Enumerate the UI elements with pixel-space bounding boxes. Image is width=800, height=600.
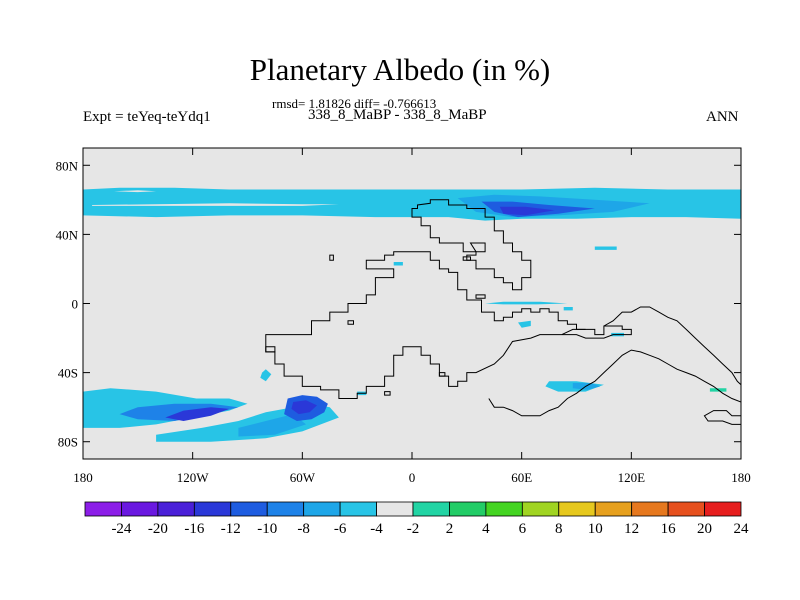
colorbar-label: -4 xyxy=(370,521,383,537)
colorbar-swatch xyxy=(376,501,414,517)
coastline-6 xyxy=(347,320,354,325)
colorbar-swatch xyxy=(230,501,268,517)
contour-far-east-small xyxy=(101,192,120,197)
colorbar-label: -12 xyxy=(221,521,241,537)
coastline-10 xyxy=(384,391,391,396)
lon-tick-label: 60E xyxy=(511,470,532,485)
contour-southern-blob-core xyxy=(291,400,317,415)
experiment-label: Expt = teYeq-teYdq1 xyxy=(83,109,211,125)
contour-southern-lower-core xyxy=(238,414,306,437)
colorbar-swatch xyxy=(303,501,341,517)
contour-equatorial-streak xyxy=(485,301,568,305)
colorbar-label: -2 xyxy=(407,521,420,537)
colorbar-swatch xyxy=(121,501,159,517)
coastline-3 xyxy=(469,242,486,253)
colorbar-swatch xyxy=(704,501,742,517)
colorbar-swatch xyxy=(485,501,523,517)
coastline-0 xyxy=(265,251,632,399)
colorbar-label: -20 xyxy=(148,521,168,537)
lon-tick-label: 60W xyxy=(290,470,316,485)
contour-southern-west-core2 xyxy=(165,407,230,421)
coastline-2 xyxy=(411,199,532,291)
lon-tick-label: 180 xyxy=(73,470,93,485)
lon-tick-label: 180 xyxy=(731,470,751,485)
lat-tick-label: 40S xyxy=(58,366,78,381)
colorbar-label: 8 xyxy=(555,521,563,537)
lat-tick-label: 0 xyxy=(72,297,79,312)
colorbar-swatch xyxy=(449,501,487,517)
colorbar-label: -8 xyxy=(297,521,310,537)
colorbar-label: 4 xyxy=(482,521,490,537)
continent-outlines xyxy=(265,199,741,425)
colorbar-label: -16 xyxy=(184,521,204,537)
contour-mid-east-small xyxy=(393,262,403,266)
contour-asia-small xyxy=(563,307,573,311)
coastline-1 xyxy=(265,346,276,353)
coastline-4 xyxy=(475,294,486,299)
colorbar-swatch xyxy=(339,501,377,517)
coast-line-1 xyxy=(561,328,586,336)
contour-east-pacific-small xyxy=(518,320,531,328)
contour-northern-gap xyxy=(114,190,157,193)
colorbar: -24 -20 -16 -12 -10 -8 -6 -4 -2 2 4 6 8 10 12 16 20 24 xyxy=(84,501,750,537)
colorbar-swatch xyxy=(266,501,305,517)
chart-title: Planetary Albedo (in %) xyxy=(249,52,551,87)
colorbar-swatch xyxy=(594,501,633,517)
contour-sw-small-patch xyxy=(260,369,272,382)
colorbar-swatch xyxy=(412,501,450,517)
lon-tick-label: 120W xyxy=(177,470,210,485)
colorbar-swatch xyxy=(667,501,705,517)
colorbar-swatch xyxy=(558,501,596,517)
coast-line-2 xyxy=(488,349,741,417)
colorbar-label: -10 xyxy=(257,521,277,537)
lon-tick-label: 120E xyxy=(618,470,646,485)
contour-south-atlantic-core xyxy=(572,383,601,390)
lon-tick-label: 0 xyxy=(409,470,416,485)
colorbar-label: 24 xyxy=(734,521,750,537)
axis-ticks: 80N 40N 0 40S 80S 180 120W 60W 0 60E 120E 180 xyxy=(56,148,751,485)
contour-northern-gap2 xyxy=(92,203,339,206)
colorbar-label: -24 xyxy=(111,521,131,537)
colorbar-swatch xyxy=(193,501,232,517)
colorbar-label: 20 xyxy=(697,521,712,537)
contour-hudson-small xyxy=(594,246,617,250)
stats-label: rmsd= 1.81826 diff= -0.766613 xyxy=(272,96,437,111)
season-label: ANN xyxy=(706,109,739,125)
coastline-9 xyxy=(703,410,741,425)
colorbar-swatch xyxy=(157,501,195,517)
colorbar-label: -6 xyxy=(334,521,347,537)
coastline-8 xyxy=(438,372,446,377)
colorbar-swatch xyxy=(521,501,560,517)
colorbar-label: 2 xyxy=(446,521,454,537)
colorbar-swatch xyxy=(84,501,122,517)
lat-tick-label: 80S xyxy=(58,435,78,450)
colorbar-label: 16 xyxy=(661,521,677,537)
coastline-5 xyxy=(329,254,334,261)
period-label: 338_8_MaBP - 338_8_MaBP xyxy=(308,107,487,123)
colorbar-label: 10 xyxy=(588,521,603,537)
contour-northern-band-core3 xyxy=(499,206,555,216)
lat-tick-label: 80N xyxy=(56,158,79,173)
field-contours xyxy=(83,187,741,442)
colorbar-swatch xyxy=(631,501,669,517)
coast-line-0 xyxy=(603,306,741,386)
lat-tick-label: 40N xyxy=(56,227,79,242)
colorbar-label: 6 xyxy=(519,521,527,537)
coastline-7 xyxy=(462,256,471,261)
colorbar-label: 12 xyxy=(624,521,639,537)
